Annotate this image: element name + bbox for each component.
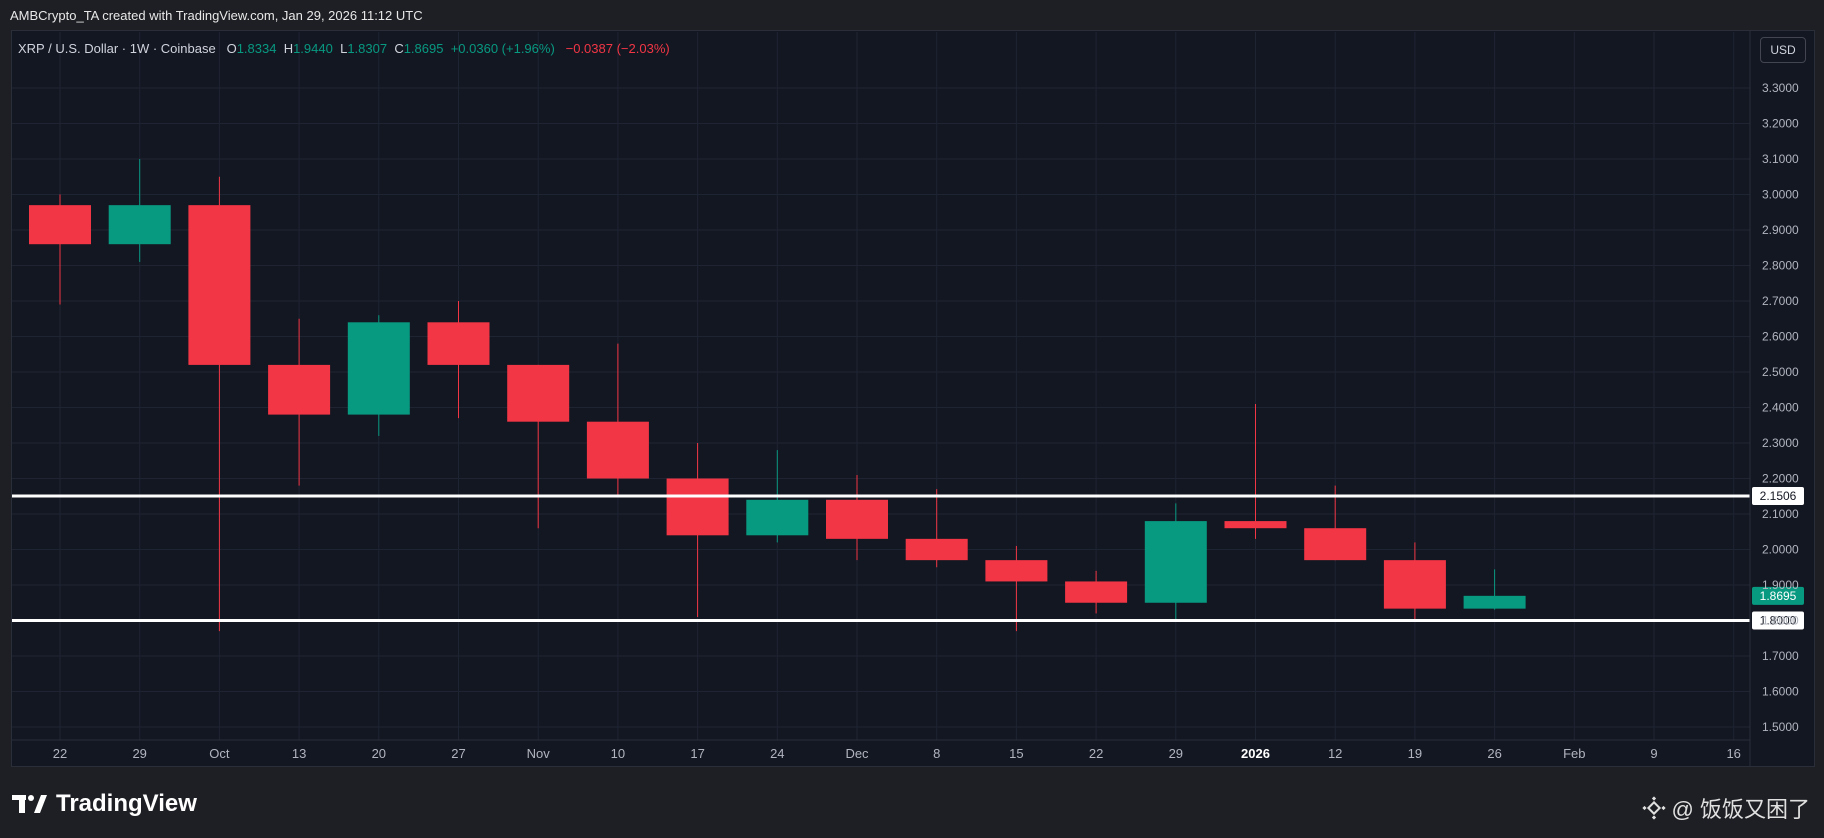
- x-tick-label: Dec: [845, 746, 869, 761]
- x-tick-label: 20: [372, 746, 386, 761]
- binance-diamond-icon: [1641, 796, 1666, 820]
- x-tick-label: 24: [770, 746, 784, 761]
- y-tick-label: 2.3000: [1762, 436, 1799, 450]
- y-tick-label: 2.5000: [1762, 365, 1799, 379]
- level-price-label: 1.8000: [1760, 614, 1797, 628]
- x-tick-label: 22: [1089, 746, 1103, 761]
- close-value: 1.8695: [403, 41, 444, 56]
- low-label: L: [340, 41, 348, 56]
- candle-body: [29, 205, 91, 245]
- last-price-label: 1.8695: [1760, 589, 1797, 603]
- candle-body: [985, 560, 1048, 582]
- low-value: 1.8307: [347, 41, 388, 56]
- candle-body: [268, 364, 331, 415]
- candle-layer: [29, 159, 1526, 632]
- candle-body: [746, 499, 809, 536]
- x-tick-label: 29: [1169, 746, 1183, 761]
- tradingview-logo-text: TradingView: [56, 790, 197, 817]
- candle-body: [905, 538, 968, 561]
- y-tick-label: 1.9000: [1762, 578, 1799, 592]
- x-tick-label: Oct: [209, 746, 230, 761]
- x-tick-label: 8: [933, 746, 940, 761]
- y-tick-label: 2.2000: [1762, 472, 1799, 486]
- y-tick-label: 2.4000: [1762, 401, 1799, 415]
- high-value: 1.9440: [293, 41, 333, 56]
- y-tick-label: 1.6000: [1762, 685, 1799, 699]
- y-tick-label: 1.8000: [1762, 614, 1799, 628]
- watermark-text: @ 饭饭又困了: [1671, 797, 1810, 822]
- candle-body: [108, 205, 171, 245]
- x-tick-label: 15: [1009, 746, 1023, 761]
- level-price-tag: [1752, 611, 1804, 630]
- candle-body: [1383, 560, 1446, 609]
- high-label: H: [283, 41, 294, 56]
- tradingview-logo: TradingView: [12, 790, 197, 818]
- last-price-tag: [1752, 586, 1804, 605]
- candle-body: [1463, 595, 1526, 609]
- y-tick-label: 3.1000: [1762, 152, 1799, 166]
- candlestick-chart[interactable]: 2.1506 1.8000 1.8695 3.3000 3.2000 3.1000 3.0…: [0, 0, 1824, 790]
- open-label: O: [226, 41, 237, 56]
- y-tick-label: 2.7000: [1762, 294, 1799, 308]
- x-tick-label: 27: [451, 746, 465, 761]
- candle-body: [1304, 528, 1367, 561]
- x-tick-label: 16: [1726, 746, 1740, 761]
- y-tick-label: 3.3000: [1762, 81, 1799, 95]
- tradingview-logo-icon: [12, 795, 47, 813]
- x-axis: 22 29 Oct 13 20 27 Nov 10 17 24 Dec 8 15 22 29 2026 12 19…: [12, 739, 1750, 761]
- x-tick-label: 19: [1408, 746, 1422, 761]
- level-price-tag: [1752, 487, 1804, 506]
- chart-credit-text: AMBCrypto_TA created with TradingView.co…: [10, 8, 423, 23]
- x-tick-label: 22: [53, 746, 67, 761]
- change-value: +0.0360 (+1.96%): [450, 41, 555, 56]
- watermark: @ 饭饭又困了: [1641, 792, 1810, 824]
- x-tick-label: 26: [1487, 746, 1501, 761]
- y-tick-label: 2.8000: [1762, 259, 1799, 273]
- x-tick-label: 12: [1328, 746, 1342, 761]
- y-tick-label: 2.1000: [1762, 507, 1799, 521]
- y-tick-label: 1.5000: [1762, 720, 1799, 734]
- y-axis: 3.3000 3.2000 3.1000 3.0000 2.9000 2.8000 2.70…: [1749, 31, 1799, 766]
- candle-body: [347, 322, 410, 415]
- candle-body: [507, 364, 570, 422]
- y-tick-label: 3.0000: [1762, 188, 1799, 202]
- x-tick-label: 9: [1650, 746, 1657, 761]
- candle-body: [826, 499, 888, 539]
- x-tick-label: 29: [132, 746, 146, 761]
- close-label: C: [394, 41, 404, 56]
- x-tick-label: 13: [292, 746, 306, 761]
- candle-body: [1065, 581, 1128, 603]
- level-price-label: 2.1506: [1760, 489, 1797, 503]
- y-tick-label: 2.6000: [1762, 330, 1799, 344]
- symbol-info-bar[interactable]: XRP / U.S. Dollar · 1W · Coinbase O1.833…: [18, 41, 670, 56]
- level-layer: 2.1506 1.8000 1.8695: [12, 487, 1804, 630]
- candle-body: [188, 205, 251, 365]
- x-tick-label: Nov: [527, 746, 551, 761]
- open-value: 1.8334: [236, 41, 277, 56]
- candle-body: [1144, 521, 1207, 603]
- x-tick-label: 17: [690, 746, 704, 761]
- x-tick-label: 2026: [1241, 746, 1270, 761]
- change-value-secondary: −0.0387 (−2.03%): [565, 41, 670, 56]
- currency-button[interactable]: USD: [1760, 37, 1806, 63]
- y-tick-label: 2.0000: [1762, 543, 1799, 557]
- y-tick-label: 2.9000: [1762, 223, 1799, 237]
- candle-body: [427, 322, 490, 365]
- x-tick-label: Feb: [1563, 746, 1585, 761]
- x-tick-label: 10: [611, 746, 625, 761]
- y-tick-label: 3.2000: [1762, 117, 1799, 131]
- y-tick-label: 1.7000: [1762, 649, 1799, 663]
- candle-body: [1224, 521, 1287, 529]
- symbol-name: XRP / U.S. Dollar · 1W · Coinbase: [18, 41, 216, 56]
- candle-body: [586, 421, 649, 479]
- candle-body: [666, 478, 729, 536]
